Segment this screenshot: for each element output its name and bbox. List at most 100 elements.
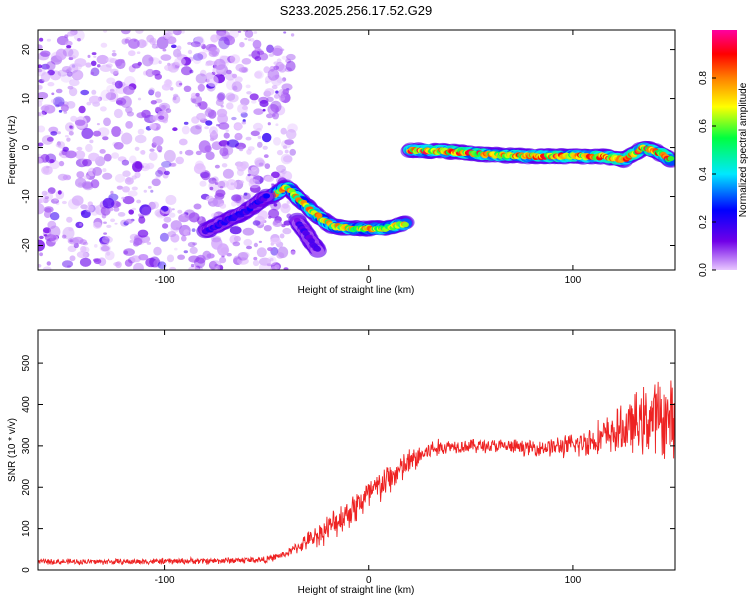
noise-blob (103, 153, 112, 162)
noise-blob (217, 92, 226, 101)
noise-blob (96, 123, 100, 126)
noise-blob (156, 145, 163, 152)
noise-blob (229, 54, 241, 64)
noise-blob (259, 262, 271, 270)
noise-blob (258, 240, 262, 243)
noise-blob (184, 149, 194, 156)
noise-blob (239, 41, 245, 48)
noise-blob (268, 215, 272, 219)
noise-blob (172, 96, 177, 101)
noise-blob (162, 223, 169, 229)
noise-blob (284, 67, 292, 73)
noise-blob (117, 212, 126, 217)
noise-blob (114, 222, 118, 225)
noise-blob (281, 83, 293, 91)
noise-blob (239, 180, 245, 184)
noise-blob (159, 232, 169, 242)
noise-blob (82, 241, 89, 246)
noise-blob (273, 93, 280, 99)
noise-blob (60, 74, 72, 83)
y-tick-label: 10 (21, 93, 32, 105)
noise-blob (278, 95, 286, 102)
noise-blob (276, 149, 284, 156)
noise-blob (165, 108, 172, 114)
noise-blob (171, 44, 177, 49)
spectrogram-x-label: Height of straight line (km) (298, 285, 415, 296)
noise-blob (192, 54, 202, 65)
noise-blob (190, 125, 202, 135)
noise-blob (170, 220, 182, 231)
noise-blob (125, 218, 133, 224)
noise-blob (195, 150, 202, 156)
noise-blob (259, 99, 269, 108)
noise-blob (128, 38, 140, 49)
noise-blob (281, 55, 288, 60)
noise-blob (160, 205, 169, 212)
noise-blob (85, 62, 92, 68)
noise-blob (282, 227, 292, 235)
noise-blob (110, 218, 116, 223)
noise-blob (40, 105, 50, 112)
noise-blob (262, 108, 266, 112)
noise-blob (42, 227, 51, 234)
noise-blob (290, 33, 295, 37)
noise-blob (76, 251, 88, 259)
noise-blob (73, 71, 83, 80)
noise-blob (216, 124, 220, 127)
spectrogram-frame (37, 29, 676, 271)
noise-blob (231, 73, 238, 79)
y-tick-label: 300 (21, 437, 32, 454)
noise-blob (126, 111, 134, 117)
noise-blob (236, 134, 240, 137)
noise-blob (106, 224, 112, 228)
noise-blob (100, 240, 109, 246)
y-tick-label: 200 (21, 478, 32, 495)
noise-blob (106, 57, 115, 63)
noise-blob (269, 257, 274, 262)
noise-blob (57, 141, 65, 149)
noise-blob (119, 130, 123, 134)
noise-blob (50, 212, 60, 221)
noise-blob (188, 265, 200, 270)
noise-blob (38, 157, 43, 165)
noise-blob (67, 85, 74, 90)
noise-blob (148, 87, 155, 95)
noise-blob (267, 247, 274, 252)
noise-blob (225, 129, 229, 132)
noise-blob (106, 84, 118, 94)
noise-blob (79, 257, 92, 267)
noise-blob (153, 246, 162, 256)
noise-blob (55, 190, 65, 200)
noise-blob (68, 56, 74, 61)
noise-blob (151, 178, 161, 187)
noise-blob (283, 267, 289, 270)
noise-blob (149, 148, 155, 152)
noise-blob (136, 39, 147, 49)
noise-blob (270, 100, 282, 113)
noise-blob (38, 92, 49, 100)
noise-blob (285, 129, 297, 140)
noise-blob (158, 102, 171, 111)
noise-blob (283, 155, 293, 163)
noise-blob (92, 166, 103, 176)
y-tick-label: 0 (21, 567, 32, 573)
noise-blob (112, 50, 116, 53)
noise-blob (170, 224, 180, 233)
noise-blob (252, 259, 260, 267)
noise-blob (103, 232, 107, 235)
noise-blob (234, 132, 243, 141)
noise-blob (164, 64, 174, 72)
noise-blob (46, 61, 56, 71)
noise-blob (250, 130, 260, 137)
noise-blob (149, 123, 157, 130)
noise-blob (195, 103, 201, 108)
noise-blob (206, 253, 215, 259)
noise-blob (188, 212, 200, 223)
noise-blob (38, 112, 42, 117)
noise-blob (136, 51, 141, 54)
noise-blob (111, 126, 122, 137)
noise-blob (61, 200, 67, 205)
noise-blob (191, 228, 196, 233)
noise-blob (105, 92, 117, 100)
